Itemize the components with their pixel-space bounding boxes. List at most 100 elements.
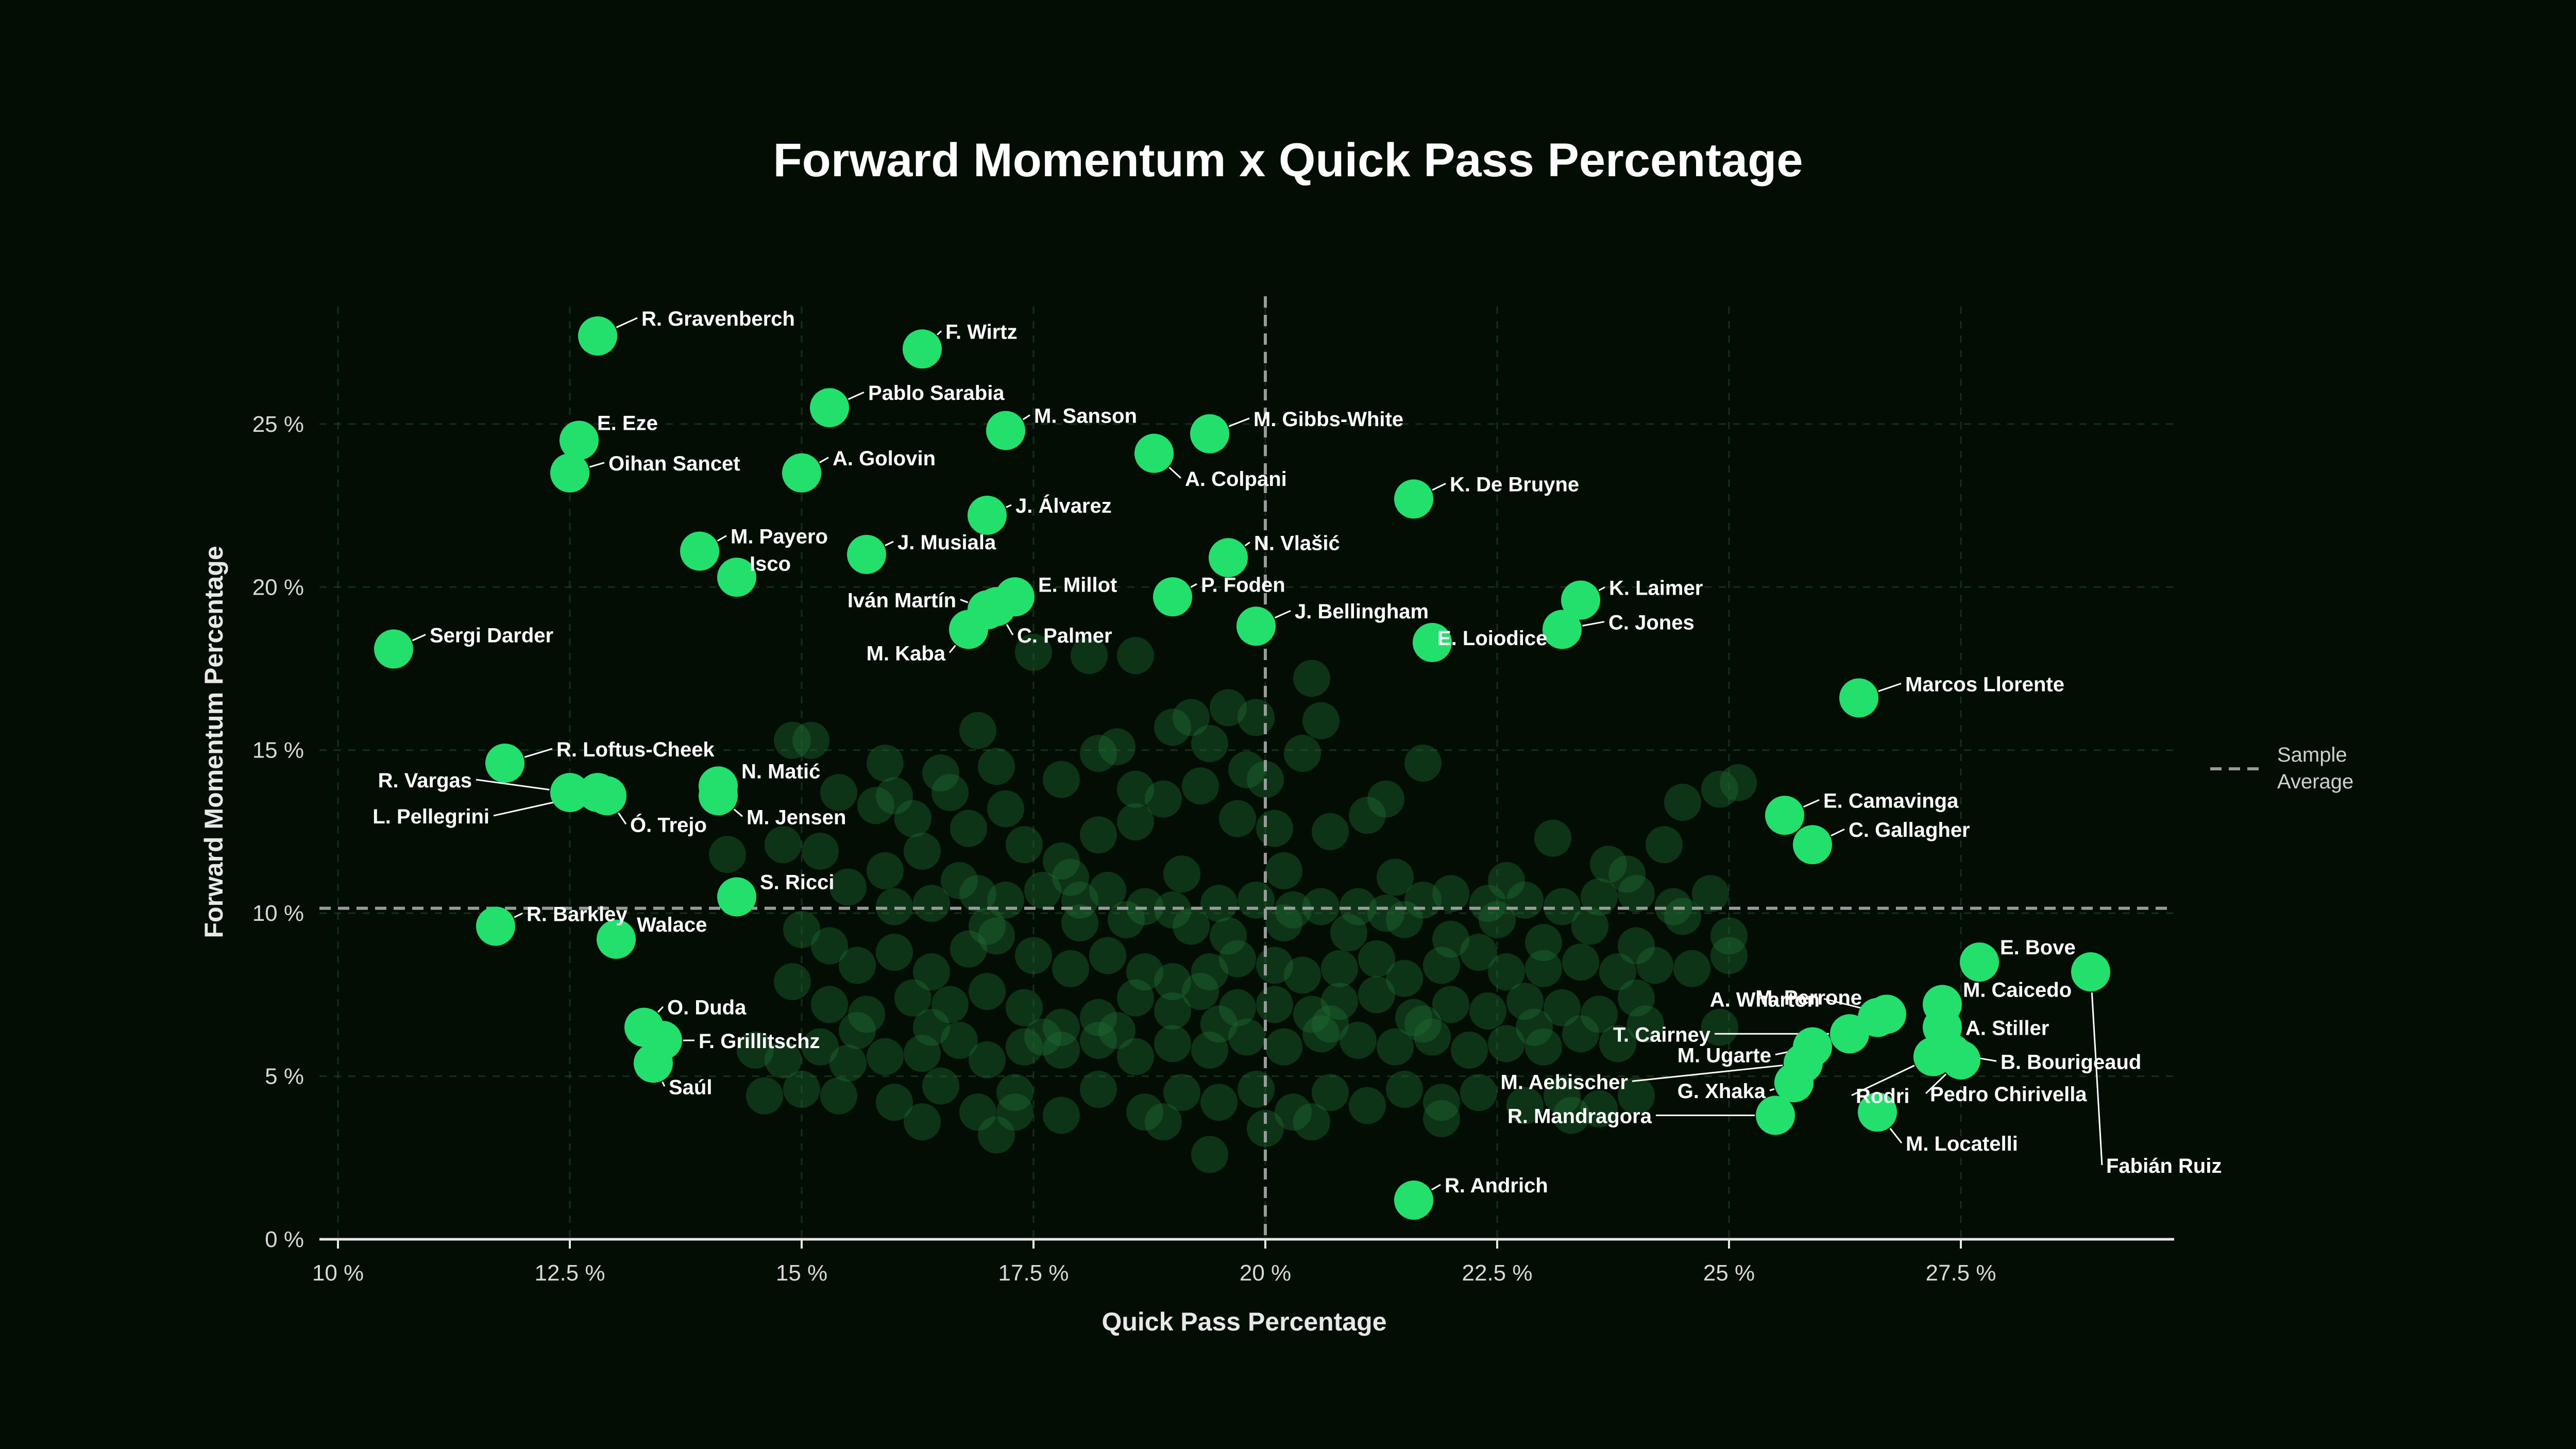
sample-point xyxy=(867,852,904,889)
sample-point xyxy=(1284,956,1321,994)
sample-point xyxy=(774,963,811,1001)
label-leader xyxy=(885,541,894,546)
point-labels: R. Gravenberch F. Wirtz Pablo Sarabia E. Ez… xyxy=(372,308,2222,1197)
sample-point xyxy=(1302,888,1340,925)
label-leader xyxy=(1878,683,1902,692)
player-label: Saúl xyxy=(669,1076,712,1099)
player-label: M. Locatelli xyxy=(1906,1133,2018,1155)
label-leader xyxy=(1006,504,1012,508)
sample-point xyxy=(1154,1025,1191,1063)
sample-point xyxy=(867,1038,904,1075)
sample-point xyxy=(1627,1005,1664,1043)
sample-point xyxy=(867,745,904,782)
sample-point xyxy=(1312,813,1349,850)
label-leader xyxy=(1244,542,1250,547)
sample-point xyxy=(1516,1008,1553,1046)
sample-point xyxy=(959,875,996,913)
sample-point xyxy=(839,1012,876,1049)
sample-point xyxy=(1043,1008,1080,1046)
player-label: B. Bourigeaud xyxy=(2001,1051,2141,1073)
sample-point xyxy=(1238,1070,1275,1108)
legend-label: Sample xyxy=(2277,744,2347,766)
sample-point xyxy=(1117,979,1154,1017)
player-point xyxy=(1756,1096,1795,1135)
label-leaders xyxy=(412,317,2103,1191)
sample-point xyxy=(1293,996,1330,1033)
sample-point xyxy=(1117,803,1154,840)
sample-point xyxy=(1460,1074,1497,1111)
sample-point xyxy=(1544,888,1581,925)
player-point xyxy=(1941,1040,1980,1080)
sample-point xyxy=(1330,914,1367,952)
player-point xyxy=(550,772,589,812)
sample-point xyxy=(1154,709,1191,746)
sample-point xyxy=(820,1077,857,1115)
sample-point xyxy=(996,1093,1033,1131)
sample-point xyxy=(1200,885,1238,922)
player-label: S. Ricci xyxy=(760,871,835,894)
sample-point xyxy=(1367,780,1404,818)
player-point xyxy=(977,587,1016,627)
sample-point xyxy=(1404,745,1442,782)
sample-point xyxy=(1173,907,1210,945)
sample-point xyxy=(1043,761,1080,798)
sample-point xyxy=(1228,751,1265,788)
player-point xyxy=(597,919,636,959)
sample-point xyxy=(1210,689,1247,727)
player-point xyxy=(782,453,821,493)
sample-point xyxy=(978,917,1015,955)
player-point xyxy=(1413,622,1452,662)
sample-point xyxy=(1284,735,1321,772)
sample-point xyxy=(959,1093,996,1131)
label-leader xyxy=(1823,998,1867,1010)
player-label: C. Gallagher xyxy=(1849,819,1970,841)
player-point xyxy=(1209,538,1248,578)
sample-point xyxy=(1219,940,1256,978)
player-label: M. Ugarte xyxy=(1677,1044,1771,1067)
sample-point xyxy=(931,986,969,1023)
sample-point xyxy=(1340,1021,1377,1059)
sample-point xyxy=(1655,888,1692,925)
sample-point xyxy=(1293,1103,1330,1141)
sample-point xyxy=(1349,1087,1386,1124)
player-point xyxy=(2071,952,2110,992)
sample-point xyxy=(1154,992,1191,1030)
player-point xyxy=(1236,606,1276,646)
label-leader xyxy=(524,748,553,758)
sample-point xyxy=(829,868,867,906)
sample-point xyxy=(1423,1084,1460,1121)
sample-point xyxy=(904,1103,941,1141)
sample-point xyxy=(1080,1070,1117,1108)
y-tick-label: 25 % xyxy=(252,412,304,437)
sample-point xyxy=(876,777,913,815)
player-label: R. Barkley xyxy=(527,903,628,925)
sample-point xyxy=(1506,1087,1544,1124)
sample-points xyxy=(709,633,1757,1173)
player-point xyxy=(1561,580,1600,620)
sample-point xyxy=(1414,1018,1451,1056)
sample-point xyxy=(1256,986,1293,1023)
sample-point xyxy=(1386,959,1423,997)
player-label: Marcos Llorente xyxy=(1905,673,2064,696)
x-tick-label: 25 % xyxy=(1703,1260,1755,1286)
sample-point xyxy=(1061,904,1098,942)
sample-point xyxy=(1219,989,1256,1026)
sample-point xyxy=(765,826,802,864)
sample-point xyxy=(1238,699,1275,736)
player-label: R. Mandragora xyxy=(1507,1105,1652,1128)
sample-point xyxy=(1618,927,1655,965)
player-point xyxy=(1394,1181,1433,1220)
sample-point xyxy=(1618,1077,1655,1115)
player-label: Isco xyxy=(750,552,791,575)
sample-point xyxy=(1275,1093,1312,1131)
sample-point xyxy=(1358,976,1395,1014)
player-label: N. Vlašić xyxy=(1254,532,1340,554)
sample-point xyxy=(1182,973,1219,1010)
sample-point xyxy=(1710,917,1748,955)
label-leader xyxy=(1769,1088,1775,1091)
sample-point xyxy=(1265,852,1302,889)
y-tick-label: 5 % xyxy=(265,1064,304,1089)
sample-point xyxy=(941,1021,978,1059)
